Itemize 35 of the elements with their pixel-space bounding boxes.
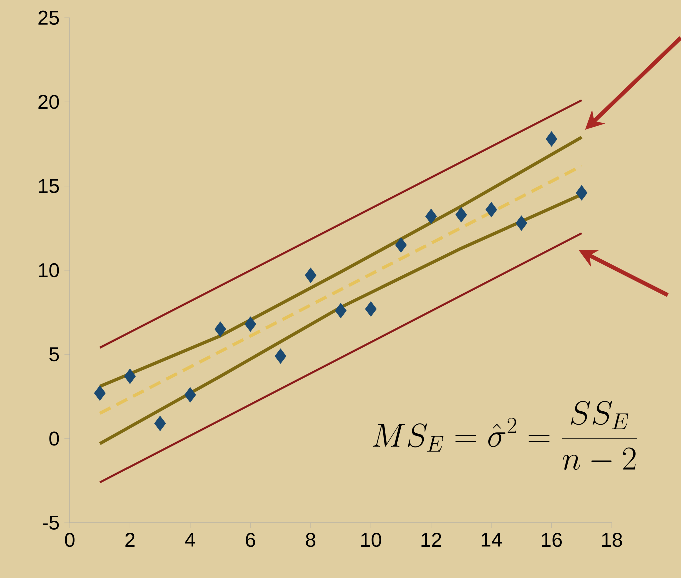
x-tick-label: 6 [246,533,256,548]
point [244,316,256,332]
x-tick-label: 0 [65,533,75,548]
point [214,322,226,338]
point [94,386,106,401]
point [516,216,528,231]
y-tick-label: -5 [43,516,60,530]
y-tick-label: 0 [50,432,60,446]
x-tick-label: 10 [362,533,382,548]
x-tick-label: 4 [185,533,196,547]
point [154,416,166,432]
point [184,387,196,403]
point [395,238,407,253]
y-tick-label: 25 [38,10,60,26]
point [426,209,438,224]
annotation: $MS_E = \hat{\sigma}^2 = \frac{SS_E}{n-2}$ [373,401,638,470]
x-tick-label: 2 [126,533,135,548]
x-tick-label: 8 [306,533,316,548]
point [365,302,377,317]
y-tick-label: 20 [38,95,60,110]
x-tick-label: 12 [422,533,442,548]
point [456,207,468,223]
point [335,303,347,318]
point [305,268,317,284]
x-tick-label: 18 [602,533,622,548]
x-tick-label: 16 [542,533,562,548]
point [546,132,558,147]
point [576,185,588,201]
y-tick-label: 15 [39,179,60,194]
point [275,348,287,364]
y-tick-label: 5 [50,348,60,362]
point [486,202,498,218]
y-tick-label: 10 [39,263,60,278]
point [124,368,136,384]
x-tick-label: 14 [482,533,502,547]
